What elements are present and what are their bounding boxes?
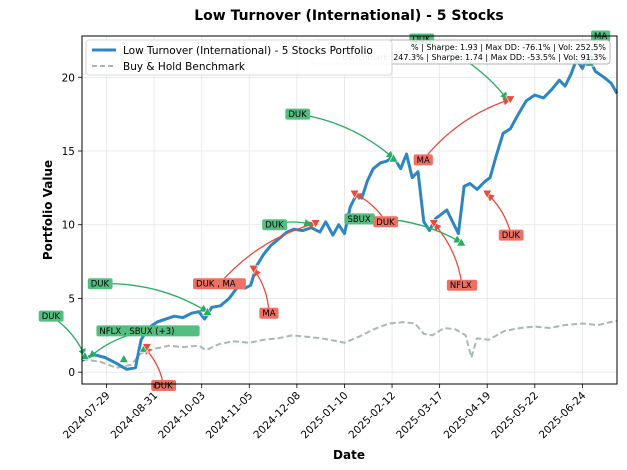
grid	[82, 36, 617, 384]
trade-markers-layer	[79, 57, 595, 363]
stats-line-benchmark: Benchmark: 247.3% | Sharpe: 1.74 | Max D…	[342, 53, 606, 62]
series-line-portfolio	[81, 55, 619, 371]
y-tick-label: 15	[62, 146, 75, 158]
annotation-box	[262, 219, 288, 231]
annotation-label: NFLX , SBUX (+3)	[99, 327, 174, 337]
annotation-label: DUK	[91, 280, 110, 290]
annotation-box	[413, 154, 433, 166]
annotation-label: DUK	[376, 218, 395, 228]
y-axis-label: Portfolio Value	[41, 160, 55, 260]
buy-marker	[202, 306, 213, 316]
annotation-box	[344, 213, 375, 225]
annotation-box	[446, 279, 478, 291]
sell-marker	[505, 95, 516, 105]
y-tick-label: 10	[62, 220, 75, 232]
annotation-box	[285, 108, 311, 120]
annotation-label: MA	[262, 309, 275, 319]
annotation-box	[87, 278, 113, 290]
annotation-label: DUK	[288, 110, 307, 120]
annotation-label: NFLX	[450, 281, 472, 291]
annotation-label: DUK , MA	[196, 280, 236, 290]
annotation-box	[498, 229, 524, 241]
stats-line-strategy: % | Sharpe: 1.93 | Max DD: -76.1% | Vol:…	[411, 43, 606, 52]
sell-marker	[141, 343, 152, 353]
x-axis-label: Date	[333, 448, 365, 462]
sell-marker	[310, 219, 321, 229]
annotation-label: MA	[594, 32, 607, 42]
plot-frame	[81, 35, 618, 385]
annotation-box	[373, 216, 399, 228]
buy-marker	[388, 153, 399, 163]
chart-title: Low Turnover (International) - 5 Stocks	[194, 8, 504, 24]
buy-marker	[456, 237, 467, 247]
sell-marker	[482, 189, 493, 199]
annotation-arrow	[422, 97, 512, 161]
annotation-box	[259, 307, 279, 319]
y-tick-label: 20	[62, 72, 75, 84]
annotation-box	[193, 278, 246, 290]
portfolio-layer	[81, 55, 619, 371]
annotation-arrow	[433, 222, 463, 286]
annotation-box	[38, 310, 64, 322]
legend-benchmark-label: Buy & Hold Benchmark	[123, 61, 246, 73]
legend-portfolio-label: Low Turnover (International) - 5 Stocks …	[123, 45, 373, 57]
y-axis-ticks: 0 5 10 15 20	[62, 72, 82, 379]
y-tick-label: 5	[68, 293, 75, 305]
annotation-box	[151, 379, 177, 391]
legend: Low Turnover (International) - 5 Stocks …	[85, 39, 393, 76]
benchmark-layer	[81, 319, 618, 369]
annotation-arrow	[218, 221, 317, 285]
annotation-label: DUK	[154, 381, 173, 391]
y-tick-label: 0	[68, 367, 75, 379]
annotation-label: DUK	[265, 221, 284, 231]
annotation-label: MA	[417, 156, 430, 166]
annotation-label: SBUX	[347, 215, 370, 225]
series-line-benchmark	[81, 319, 618, 369]
buy-marker	[118, 353, 129, 363]
annotation-label: DUK	[42, 312, 61, 322]
annotation-box	[96, 325, 200, 337]
annotation-label: DUK	[502, 231, 521, 241]
sell-marker	[349, 189, 360, 199]
sell-marker	[248, 265, 259, 275]
buy-marker	[79, 350, 90, 360]
sell-marker	[428, 219, 439, 229]
